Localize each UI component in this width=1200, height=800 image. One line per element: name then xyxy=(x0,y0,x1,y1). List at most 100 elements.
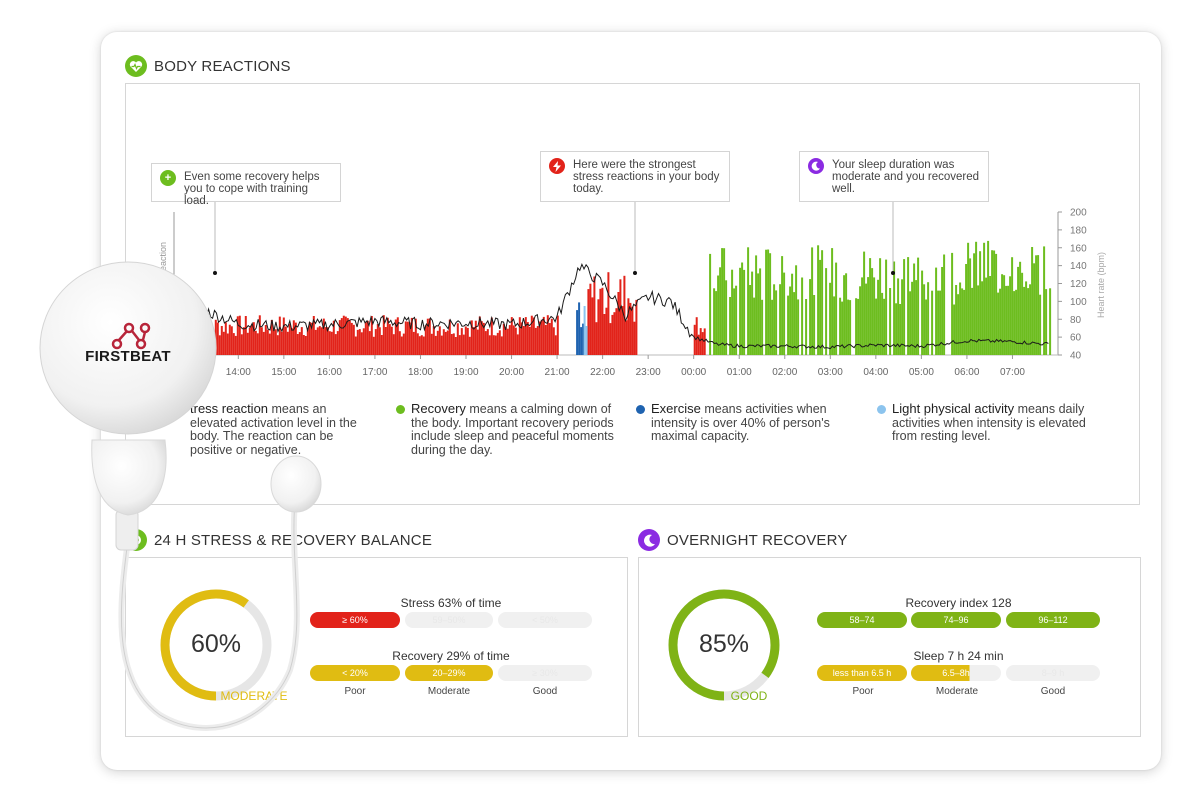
reaction-bar xyxy=(500,336,503,355)
legend-recovery-title: Recovery xyxy=(411,401,466,416)
reaction-bar xyxy=(911,281,914,355)
overnight-gauge-fill xyxy=(668,589,780,701)
reaction-bar xyxy=(266,329,269,355)
reaction-bar xyxy=(476,329,479,355)
recovery-seg-good: ≥ 30% xyxy=(498,665,592,681)
callout-sleep-text: Your sleep duration was moderate and you… xyxy=(832,159,980,195)
moon-icon xyxy=(808,158,824,174)
reaction-bar xyxy=(857,298,860,355)
reaction-bar xyxy=(979,251,982,355)
index-bar-label: Recovery index 128 xyxy=(817,596,1100,610)
reaction-bar xyxy=(769,253,772,355)
reaction-bar xyxy=(242,327,245,355)
reaction-bar xyxy=(234,335,237,355)
y-tick-label: 140 xyxy=(1070,261,1087,272)
reaction-bar xyxy=(599,288,602,355)
x-tick-label: 19:00 xyxy=(453,367,478,378)
y-tick-label: 180 xyxy=(1070,225,1087,236)
reaction-bar xyxy=(729,297,732,355)
x-tick-label: 18:00 xyxy=(408,367,433,378)
reaction-bar xyxy=(218,335,221,355)
overnight-header: OVERNIGHT RECOVERY xyxy=(638,529,848,551)
reaction-bar xyxy=(937,290,940,355)
reaction-bar xyxy=(392,334,395,355)
reaction-bar xyxy=(609,323,612,355)
reaction-bar xyxy=(743,269,746,355)
reaction-bar xyxy=(274,329,277,355)
reaction-bar xyxy=(338,320,341,355)
reaction-bar xyxy=(350,322,353,355)
x-tick-label: 22:00 xyxy=(590,367,615,378)
reaction-bar xyxy=(997,292,1000,355)
reaction-bar xyxy=(917,257,920,355)
reaction-bar xyxy=(595,322,598,355)
reaction-bar xyxy=(368,331,371,355)
reaction-bar xyxy=(605,307,608,355)
reaction-bar xyxy=(352,324,355,355)
reaction-bar xyxy=(354,336,357,355)
reaction-bar xyxy=(909,291,912,355)
reaction-bar xyxy=(490,317,493,355)
reaction-bar xyxy=(514,327,517,355)
recovery-seg-moderate: 20–29% xyxy=(405,665,493,681)
reaction-bar xyxy=(583,306,586,355)
reaction-bar xyxy=(1001,274,1004,355)
reaction-bar xyxy=(1007,285,1010,355)
reaction-bar xyxy=(302,335,305,355)
reaction-bar xyxy=(1027,288,1030,355)
reaction-bar xyxy=(328,331,331,355)
reaction-bar xyxy=(885,259,888,355)
reaction-bar xyxy=(787,295,790,355)
reaction-bar xyxy=(1039,294,1042,355)
reaction-bar xyxy=(793,292,796,355)
reaction-bar xyxy=(508,325,511,355)
x-tick-label: 06:00 xyxy=(954,367,979,378)
reaction-bar xyxy=(484,331,487,355)
left-axis-label: reaction xyxy=(158,242,168,274)
reaction-bar xyxy=(446,330,449,355)
reaction-bar xyxy=(512,325,515,355)
reaction-bar xyxy=(747,247,750,355)
reaction-bar xyxy=(889,288,892,355)
reaction-bar xyxy=(611,314,614,355)
reaction-bar xyxy=(378,327,381,355)
reaction-bar xyxy=(597,299,600,355)
index-seg-poor: 58–74 xyxy=(817,612,907,628)
legend-light-activity: Light physical activity means daily acti… xyxy=(877,402,1107,444)
reaction-bar xyxy=(893,261,896,355)
reaction-bar xyxy=(536,326,539,355)
reaction-bar xyxy=(1005,285,1008,355)
reaction-bar xyxy=(366,320,369,355)
light-activity-dot-icon xyxy=(877,405,886,414)
reaction-bar xyxy=(915,280,918,355)
legend-stress: tress reaction means an elevated activat… xyxy=(175,402,375,457)
reaction-bar xyxy=(312,316,315,355)
reaction-bar xyxy=(791,273,794,355)
reaction-bar xyxy=(246,332,249,355)
reaction-bar xyxy=(424,325,427,355)
balance-cat-good: Good xyxy=(532,686,558,697)
callout-sleep: Your sleep duration was moderate and you… xyxy=(799,151,989,202)
reaction-bar xyxy=(432,326,435,355)
reaction-bar xyxy=(865,283,868,355)
reaction-bar xyxy=(458,335,461,355)
reaction-bar xyxy=(468,336,471,355)
overnight-panel xyxy=(638,557,1141,737)
reaction-bar xyxy=(462,334,465,355)
reaction-bar xyxy=(731,269,734,355)
reaction-bar xyxy=(629,302,632,355)
reaction-bar xyxy=(971,287,974,355)
reaction-bar xyxy=(220,326,223,355)
reaction-bar xyxy=(709,253,712,355)
reaction-bar xyxy=(757,273,760,355)
reaction-bar xyxy=(534,327,537,355)
reaction-bar xyxy=(623,275,626,355)
sensor-cable xyxy=(118,499,300,731)
reaction-bar xyxy=(326,327,329,355)
reaction-bar xyxy=(448,319,451,355)
reaction-bar xyxy=(995,253,998,355)
reaction-bar xyxy=(372,336,375,355)
reaction-bar xyxy=(388,324,391,355)
reaction-bar xyxy=(422,336,425,355)
